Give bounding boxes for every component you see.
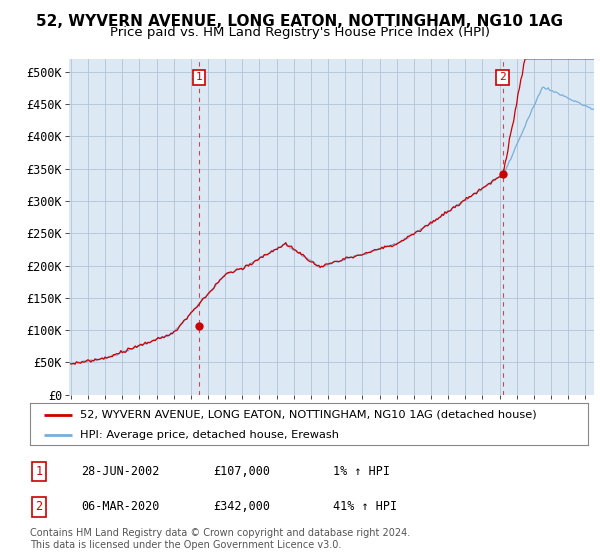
Text: 41% ↑ HPI: 41% ↑ HPI bbox=[333, 500, 397, 514]
Text: 52, WYVERN AVENUE, LONG EATON, NOTTINGHAM, NG10 1AG (detached house): 52, WYVERN AVENUE, LONG EATON, NOTTINGHA… bbox=[80, 410, 537, 420]
Text: 2: 2 bbox=[499, 72, 506, 82]
Text: 2: 2 bbox=[35, 500, 43, 514]
Text: 1: 1 bbox=[196, 72, 203, 82]
Text: 06-MAR-2020: 06-MAR-2020 bbox=[81, 500, 160, 514]
Text: 28-JUN-2002: 28-JUN-2002 bbox=[81, 465, 160, 478]
Text: £107,000: £107,000 bbox=[213, 465, 270, 478]
Text: 1: 1 bbox=[35, 465, 43, 478]
Text: Contains HM Land Registry data © Crown copyright and database right 2024.
This d: Contains HM Land Registry data © Crown c… bbox=[30, 528, 410, 550]
Text: Price paid vs. HM Land Registry's House Price Index (HPI): Price paid vs. HM Land Registry's House … bbox=[110, 26, 490, 39]
Text: HPI: Average price, detached house, Erewash: HPI: Average price, detached house, Erew… bbox=[80, 430, 339, 440]
Text: 1% ↑ HPI: 1% ↑ HPI bbox=[333, 465, 390, 478]
Text: 52, WYVERN AVENUE, LONG EATON, NOTTINGHAM, NG10 1AG: 52, WYVERN AVENUE, LONG EATON, NOTTINGHA… bbox=[37, 14, 563, 29]
Text: £342,000: £342,000 bbox=[213, 500, 270, 514]
